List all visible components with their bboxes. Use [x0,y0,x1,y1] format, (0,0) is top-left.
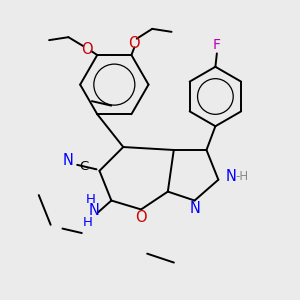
Text: O: O [129,36,140,51]
Text: N: N [62,153,73,168]
Text: C: C [79,160,88,173]
Text: O: O [81,42,93,57]
Text: F: F [213,38,221,52]
Text: N: N [190,201,201,216]
Text: N: N [225,169,236,184]
Text: H: H [85,194,95,206]
Text: N: N [89,203,100,218]
Text: -H: -H [235,170,248,183]
Text: H: H [82,216,92,229]
Text: O: O [135,210,146,225]
